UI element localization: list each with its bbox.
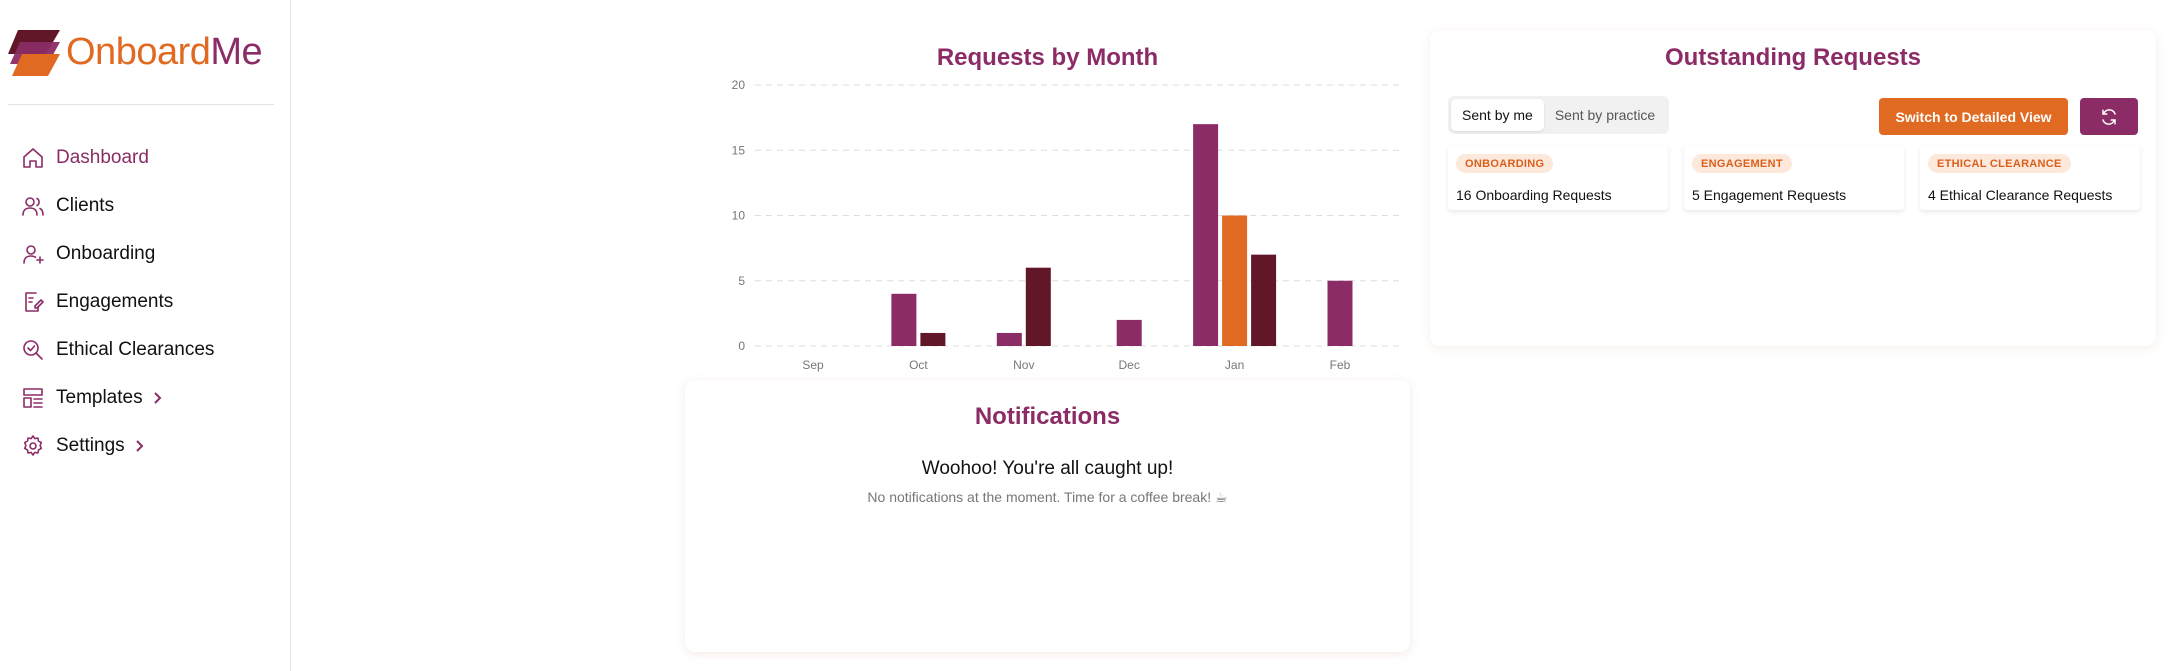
x-tick-label: Jan [1225, 358, 1244, 372]
switch-to-detailed-view-button[interactable]: Switch to Detailed View [1879, 98, 2068, 135]
sidebar-item-ethical-clearances[interactable]: Ethical Clearances [20, 326, 214, 374]
refresh-icon [2102, 108, 2116, 125]
x-tick-label: Oct [909, 358, 928, 372]
users-icon [20, 193, 46, 219]
y-tick-label: 15 [732, 143, 746, 157]
chevron-right-icon [133, 439, 147, 453]
chart-title: Requests by Month [936, 44, 1159, 71]
sidebar: OnboardMe Dashboard Clients Onboarding E… [0, 0, 291, 671]
logo-text-onboard: Onboard [66, 30, 211, 73]
sidebar-item-label: Onboarding [56, 243, 156, 264]
y-tick-label: 0 [738, 339, 745, 353]
bar-ethical [1251, 254, 1277, 346]
layout-template-icon [20, 385, 46, 411]
sidebar-divider [8, 104, 274, 105]
bar-onboarding [996, 332, 1022, 346]
ethical-clearance-requests-count: 4 Ethical Clearance Requests [1928, 187, 2113, 203]
onboarding-badge: ONBOARDING [1456, 154, 1554, 173]
y-tick-label: 20 [732, 78, 746, 92]
sidebar-item-onboarding[interactable]: Onboarding [20, 230, 214, 278]
x-tick-label: Nov [1013, 358, 1034, 372]
x-tick-label: Feb [1330, 358, 1351, 372]
tab-sent-by-me[interactable]: Sent by me [1451, 99, 1544, 131]
file-signature-icon [20, 289, 46, 315]
ethical-clearance-requests-tile[interactable]: ETHICAL CLEARANCE 4 Ethical Clearance Re… [1920, 145, 2140, 210]
sidebar-item-clients[interactable]: Clients [20, 182, 214, 230]
outstanding-requests-card: Outstanding Requests Sent by me Sent by … [1430, 30, 2156, 346]
y-tick-label: 10 [732, 209, 746, 223]
user-plus-icon [20, 241, 46, 267]
bar-onboarding [891, 293, 917, 346]
bar-ethical [920, 332, 946, 346]
sidebar-nav: Dashboard Clients Onboarding Engagements… [20, 134, 214, 470]
notifications-headline: Woohoo! You're all caught up! [921, 458, 1174, 479]
sidebar-item-dashboard[interactable]: Dashboard [20, 134, 214, 182]
sidebar-item-label: Engagements [56, 291, 174, 312]
home-icon [20, 145, 46, 171]
logo-icon [8, 30, 60, 76]
engagement-badge: ENGAGEMENT [1692, 154, 1792, 173]
bar-onboarding [1327, 280, 1353, 346]
bar-ethical [1025, 267, 1051, 346]
search-check-icon [20, 337, 46, 363]
bar-onboarding [1193, 124, 1219, 347]
chevron-right-icon [151, 391, 165, 405]
notifications-card: Notifications Woohoo! You're all caught … [685, 380, 1410, 652]
logo-text-me: Me [210, 30, 263, 73]
logo-text: OnboardMe [66, 30, 263, 74]
onboarding-requests-count: 16 Onboarding Requests [1456, 187, 1612, 203]
sidebar-item-label: Clients [56, 195, 115, 216]
sidebar-item-settings[interactable]: Settings [20, 422, 214, 470]
sidebar-item-templates[interactable]: Templates [20, 374, 214, 422]
sidebar-item-engagements[interactable]: Engagements [20, 278, 214, 326]
tab-sent-by-practice[interactable]: Sent by practice [1554, 107, 1656, 123]
refresh-button[interactable] [2080, 98, 2138, 135]
engagement-requests-tile[interactable]: ENGAGEMENT 5 Engagement Requests [1684, 145, 1904, 210]
ethical-clearance-badge: ETHICAL CLEARANCE [1928, 154, 2071, 173]
sidebar-item-label: Ethical Clearances [56, 339, 215, 360]
logo[interactable]: OnboardMe [8, 24, 263, 80]
sidebar-item-label: Templates [56, 387, 143, 408]
engagement-requests-count: 5 Engagement Requests [1692, 187, 1847, 203]
x-tick-label: Dec [1119, 358, 1140, 372]
onboarding-requests-tile[interactable]: ONBOARDING 16 Onboarding Requests [1448, 145, 1668, 210]
sent-by-toggle: Sent by me Sent by practice [1448, 96, 1670, 134]
sidebar-item-label: Settings [56, 435, 125, 456]
bar-onboarding [1116, 319, 1142, 346]
notifications-subtext: No notifications at the moment. Time for… [867, 489, 1228, 505]
notifications-title: Notifications [974, 403, 1121, 430]
gear-icon [20, 433, 46, 459]
requests-by-month-card: 0 5 10 15 20 Sep Oct Nov Dec Jan Feb Requests by M… [685, 30, 1410, 380]
outstanding-title: Outstanding Requests [1664, 44, 1922, 71]
sidebar-item-label: Dashboard [56, 147, 149, 168]
bar-engagement [1222, 215, 1248, 346]
requests-bar-chart: 0 5 10 15 20 Sep Oct Nov Dec Jan Feb [732, 78, 1400, 372]
y-tick-label: 5 [738, 274, 745, 288]
x-tick-label: Sep [802, 358, 824, 372]
